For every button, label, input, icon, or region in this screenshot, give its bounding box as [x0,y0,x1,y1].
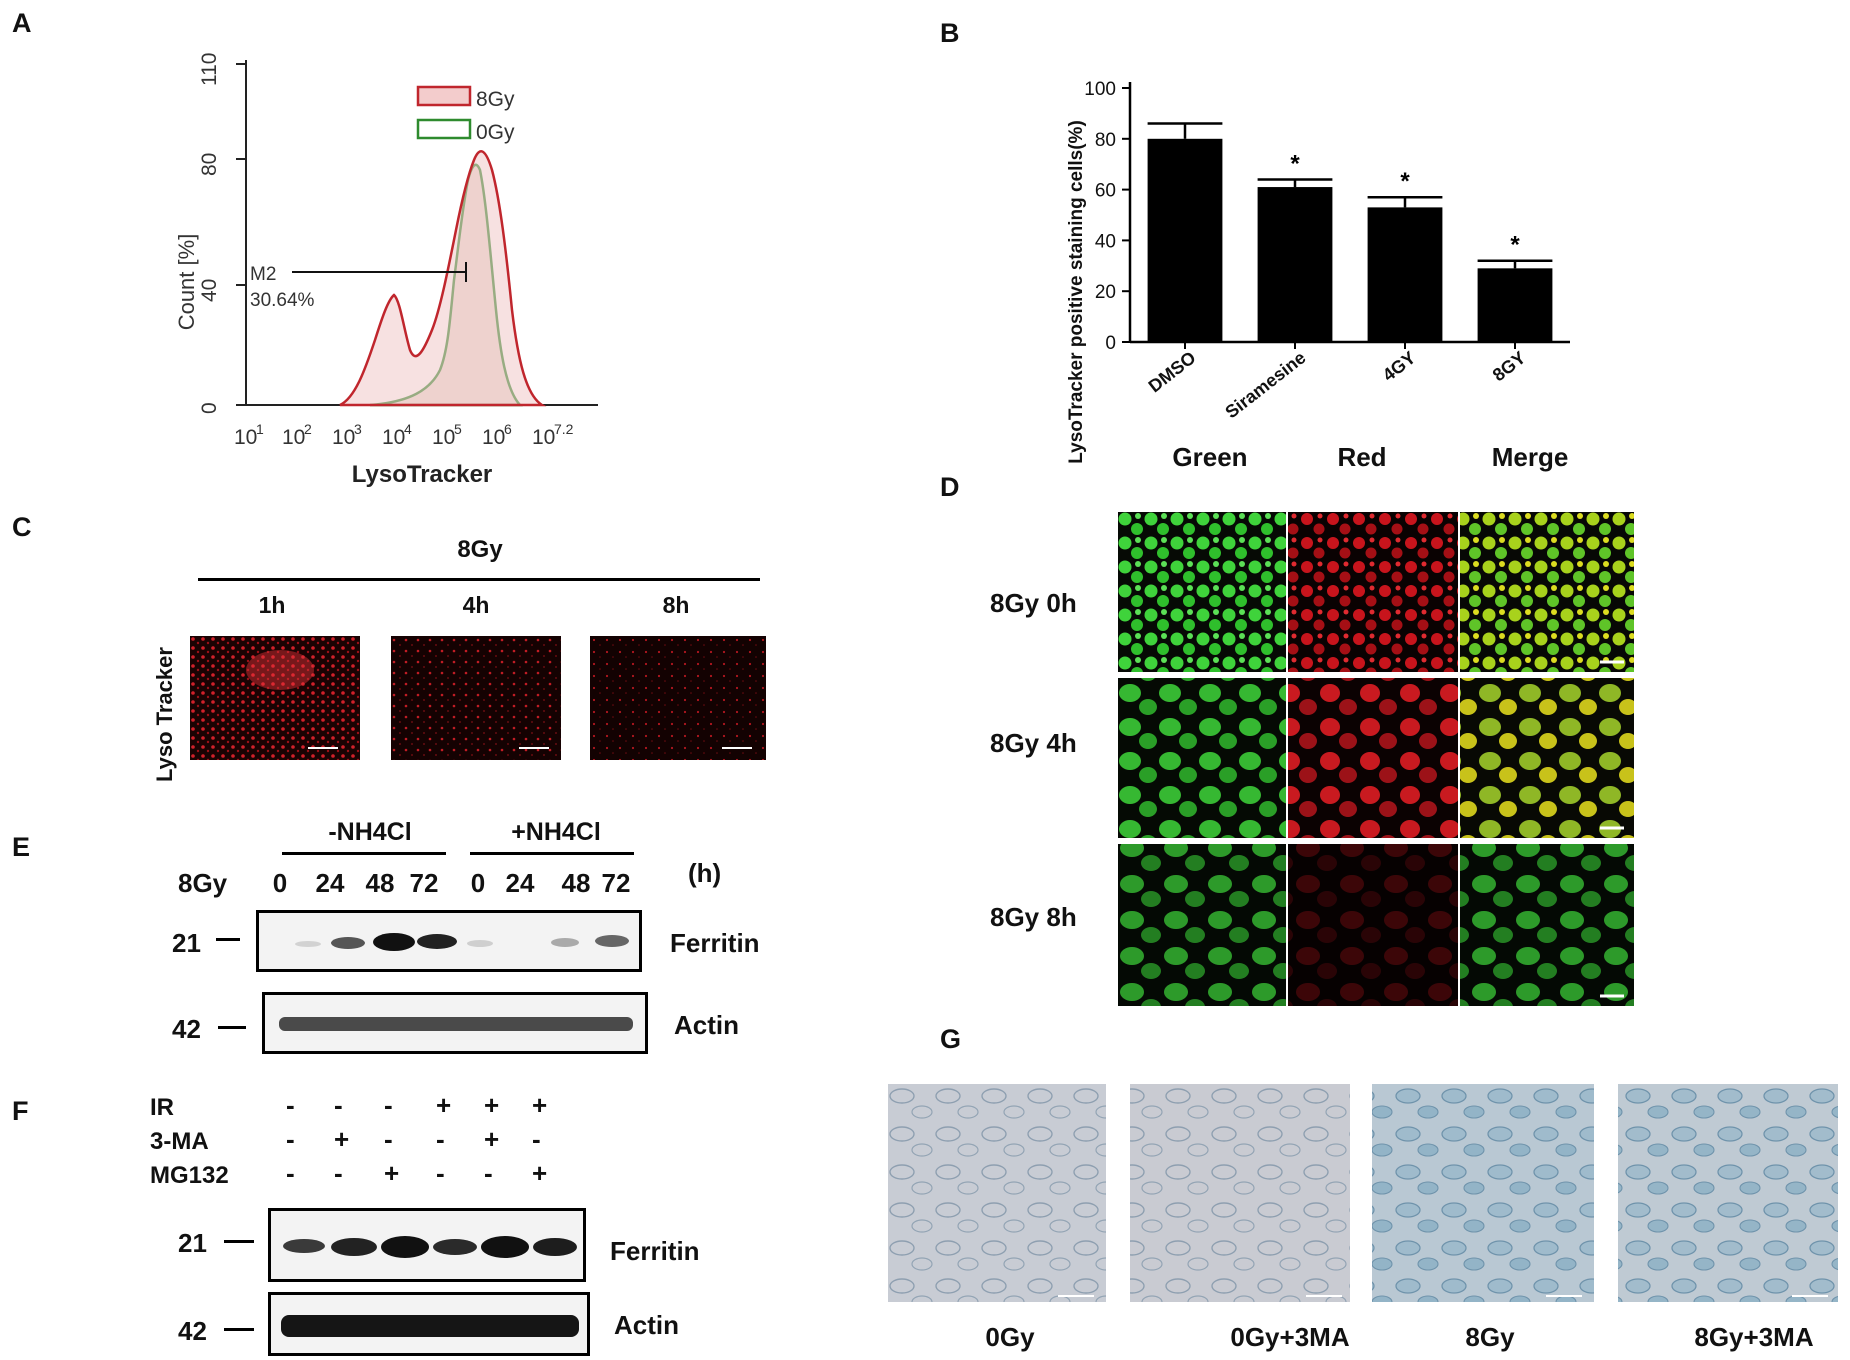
panel-e-group-plus: +NH4Cl [511,818,601,846]
panel-d-col-green: Green [1172,442,1248,472]
panel-f-blot-actin-name: Actin [614,1310,679,1340]
panel-g-micrograph-row [888,1084,1838,1302]
panel-f-treatment-mg132: MG132 [150,1162,229,1189]
panel-label-a: A [12,8,32,38]
chart-category-label: 8GY [1489,347,1530,385]
svg-text:1: 1 [256,421,264,437]
panel-d-micrograph-grid [1118,512,1634,1006]
panel-g-label-0gy-3ma: 0Gy+3MA [1230,1322,1350,1352]
panel-a-ylabel: Count [%] [174,234,199,331]
series-8gy-curve [339,150,547,407]
chart-ytick-label: 0 [1105,333,1116,354]
legend-0gy-swatch [416,118,472,140]
panel-b-bar-chart: LysoTracker positive staining cells(%) 0… [1066,79,1570,464]
svg-text:10: 10 [332,426,355,449]
panel-d-col-red: Red [1337,442,1387,472]
panel-d-col-merge: Merge [1491,442,1569,472]
chart-significance-mark: * [1400,168,1410,195]
panel-a-xlabel: LysoTracker [352,461,493,488]
panel-d-row-0h: 8Gy 0h [990,588,1077,618]
chart-bar [1257,187,1333,342]
panel-f-blot-ferritin [268,1208,586,1282]
chart-category-label: DMSO [1145,347,1200,396]
svg-text:10: 10 [482,426,505,449]
panel-e-blot-actin [262,992,648,1054]
chart-ytick-label: 60 [1095,181,1116,202]
chart-ytick-label: 40 [1095,231,1116,252]
chart-bar [1477,268,1553,342]
svg-text:2: 2 [304,421,312,437]
panel-g-label-8gy: 8Gy [1465,1322,1515,1352]
chart-significance-mark: * [1290,150,1300,177]
panel-e-unit: (h) [688,858,722,888]
panel-a-ytick-40: 40 [198,279,221,302]
panel-f-blot-actin [268,1292,590,1356]
panel-a-ytick-110: 110 [198,53,221,86]
svg-text:10: 10 [382,426,405,449]
panel-g-label-0gy: 0Gy [985,1322,1035,1352]
panel-f-mw-actin: 42 [178,1316,207,1346]
panel-f-blot-ferritin-name: Ferritin [610,1236,700,1266]
panel-d-row-4h: 8Gy 4h [990,728,1077,758]
micrograph-c-4h [391,636,561,760]
panel-label-b: B [940,18,960,48]
gate-label: M2 [250,264,276,285]
chart-bar [1367,207,1443,342]
panel-e-blot-actin-name: Actin [674,1010,739,1040]
micrograph-c-1h [190,636,360,760]
panel-c-time-8h: 8h [662,592,690,618]
svg-text:3: 3 [354,421,362,437]
panel-f-treatment-ir: IR [150,1094,174,1121]
svg-text:6: 6 [504,421,512,437]
legend-8gy-label: 8Gy [476,88,515,111]
chart-ytick-label: 100 [1084,79,1116,100]
panel-label-g: G [940,1024,962,1054]
panel-e-group-minus: -NH4Cl [328,818,412,846]
panel-f-treatment-3ma: 3-MA [150,1128,209,1155]
svg-text:5: 5 [454,421,462,437]
svg-text:10: 10 [282,426,305,449]
gate-value: 30.64% [250,290,315,311]
panel-a-ytick-0: 0 [198,402,221,414]
panel-e-row-label: 8Gy [178,868,228,898]
legend-0gy-label: 0Gy [476,121,515,144]
panel-c-time-1h: 1h [258,592,286,618]
panel-a-ytick-80: 80 [198,153,221,176]
panel-a-xticks: 101 102 103 104 105 106 107.2 [234,421,574,449]
xtick-1-base: 10 [234,426,257,449]
panel-label-c: C [12,512,32,542]
panel-e-mw-actin: 42 [172,1014,201,1044]
svg-text:10: 10 [432,426,455,449]
legend-8gy-swatch [416,85,472,107]
panel-label-e: E [12,832,31,862]
panel-e-blot-ferritin-name: Ferritin [670,928,760,958]
chart-ytick-label: 80 [1095,130,1116,151]
micrograph-c-8h [590,636,766,760]
panel-label-f: F [12,1096,29,1126]
chart-ylabel: LysoTracker positive staining cells(%) [1066,120,1087,464]
panel-c-group-line [198,578,760,581]
panel-f-mw-ferritin: 21 [178,1228,207,1258]
panel-a-histogram: 0 40 80 110 Count [%] 101 102 103 104 10… [174,53,598,488]
panel-c-row-label: Lyso Tracker [152,647,177,782]
panel-e-blot-ferritin [256,910,642,972]
svg-text:7.2: 7.2 [554,421,574,437]
chart-ytick-label: 20 [1095,282,1116,303]
svg-text:4: 4 [404,421,412,437]
panel-c-group: 8Gy [457,536,503,563]
panel-c-time-4h: 4h [462,592,490,618]
svg-text:10: 10 [532,426,555,449]
panel-e-mw-ferritin: 21 [172,928,201,958]
panel-label-d: D [940,472,960,502]
panel-d-row-8h: 8Gy 8h [990,902,1077,932]
chart-category-label: 4GY [1379,347,1420,385]
chart-category-label: Siramesine [1221,347,1309,422]
chart-bar [1147,138,1223,342]
chart-significance-mark: * [1510,232,1520,259]
panel-g-label-8gy-3ma: 8Gy+3MA [1694,1322,1814,1352]
